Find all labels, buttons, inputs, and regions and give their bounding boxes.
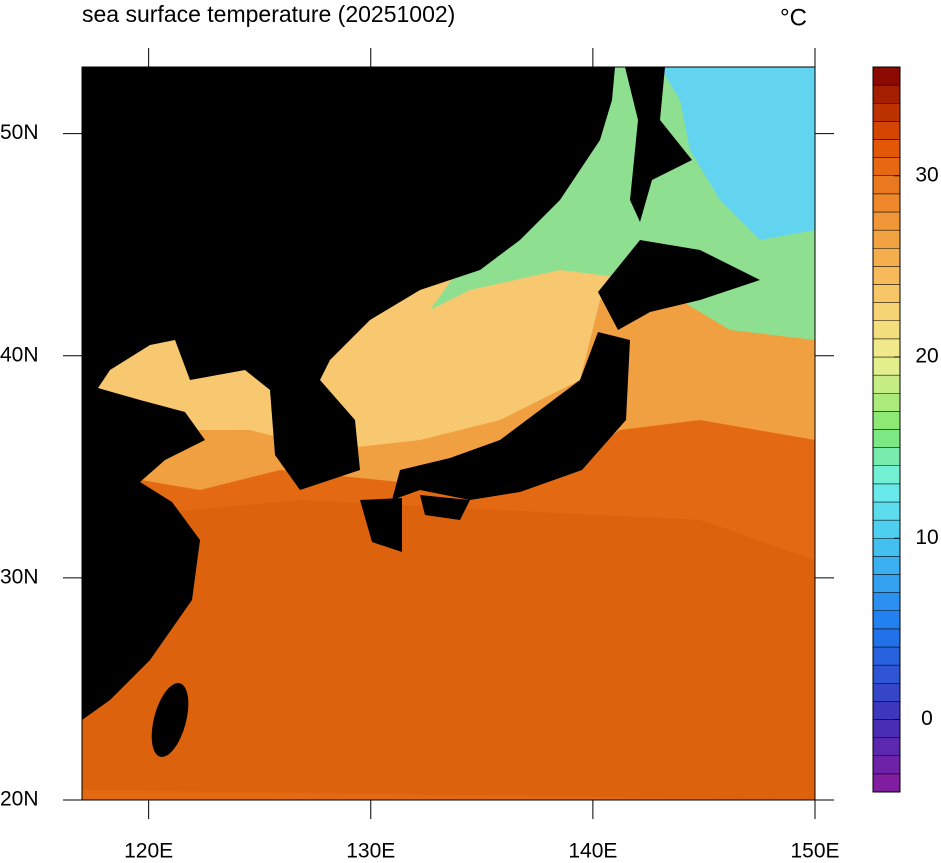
colorbar-box	[872, 139, 901, 158]
sst-field	[82, 67, 815, 800]
colorbar-box	[872, 646, 901, 666]
colorbar: 0 10 20 30	[872, 66, 939, 793]
colorbar-box	[872, 719, 901, 738]
colorbar-tick-label: 30	[915, 163, 938, 186]
colorbar-box	[872, 447, 901, 466]
unit: °C	[780, 4, 807, 31]
land-shikoku	[420, 495, 470, 520]
colorbar-box	[872, 773, 901, 793]
colorbar-box	[872, 610, 901, 630]
colorbar-box	[872, 393, 901, 412]
title: sea surface temperature (20251002)	[82, 1, 455, 27]
colorbar-box	[872, 157, 901, 176]
colorbar-box	[872, 465, 901, 485]
colorbar-box	[872, 175, 901, 195]
lon-tick-label: 130E	[346, 840, 395, 858]
colorbar-frame	[872, 66, 901, 793]
lon-tick-label: 140E	[568, 840, 617, 858]
colorbar-box	[872, 592, 901, 611]
colorbar-box	[872, 501, 901, 521]
land-honshu	[392, 332, 630, 500]
colorbar-tick-label: 20	[915, 345, 938, 368]
lon-tick-label: 150E	[790, 840, 839, 858]
colorbar-box	[872, 266, 901, 285]
colorbar-box	[872, 429, 901, 448]
colorbar-box	[872, 284, 901, 303]
colorbar-box	[872, 483, 901, 503]
colorbar-box	[872, 411, 901, 430]
colorbar-box	[872, 66, 901, 86]
lat-tick-label: 30N	[0, 565, 39, 588]
map-axes: 120E 130E 140E 150E 20N 30N 40N 50N	[0, 48, 840, 863]
colorbar-box	[872, 103, 901, 122]
colorbar-box	[872, 683, 901, 702]
colorbar-box	[872, 121, 901, 140]
colorbar-box	[872, 374, 901, 394]
lat-tick-label: 40N	[0, 343, 39, 366]
ocean-hot	[82, 500, 815, 800]
land-taiwan	[151, 683, 189, 757]
colorbar-box	[872, 519, 901, 539]
colorbar-box	[872, 356, 901, 376]
ocean-colder	[660, 67, 815, 240]
land-kyushu	[360, 498, 402, 552]
colorbar-tick-label: 0	[921, 707, 933, 730]
colorbar-box	[872, 538, 901, 557]
lat-tick-label: 50N	[0, 121, 39, 144]
colorbar-box	[872, 229, 901, 249]
colorbar-box	[872, 701, 901, 720]
colorbar-box	[872, 338, 901, 358]
colorbar-box	[872, 664, 901, 684]
colorbar-box	[872, 556, 901, 575]
colorbar-box	[872, 737, 901, 756]
colorbar-box	[872, 211, 901, 231]
colorbar-box	[872, 574, 901, 593]
land-sakhalin	[625, 67, 692, 222]
map-frame	[81, 66, 816, 801]
colorbar-box	[872, 248, 901, 267]
colorbar-box	[872, 320, 901, 340]
colorbar-box	[872, 193, 901, 213]
colorbar-box	[872, 302, 901, 321]
lon-tick-label: 120E	[124, 840, 173, 858]
colorbar-tick-label: 10	[915, 526, 938, 549]
land-asia	[82, 67, 615, 720]
colorbar-box	[872, 755, 901, 775]
lat-tick-label: 20N	[0, 788, 39, 811]
land-hokkaido	[598, 240, 760, 330]
colorbar-box	[872, 84, 901, 104]
colorbar-box	[872, 628, 901, 648]
